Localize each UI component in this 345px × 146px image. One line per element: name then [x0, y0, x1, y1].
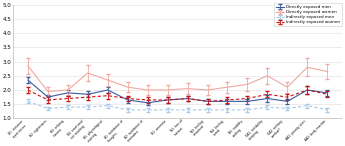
- Legend: Directly exposed men, Directly exposed women, Indirectly exposed men, Indirectly: Directly exposed men, Directly exposed w…: [274, 3, 342, 26]
